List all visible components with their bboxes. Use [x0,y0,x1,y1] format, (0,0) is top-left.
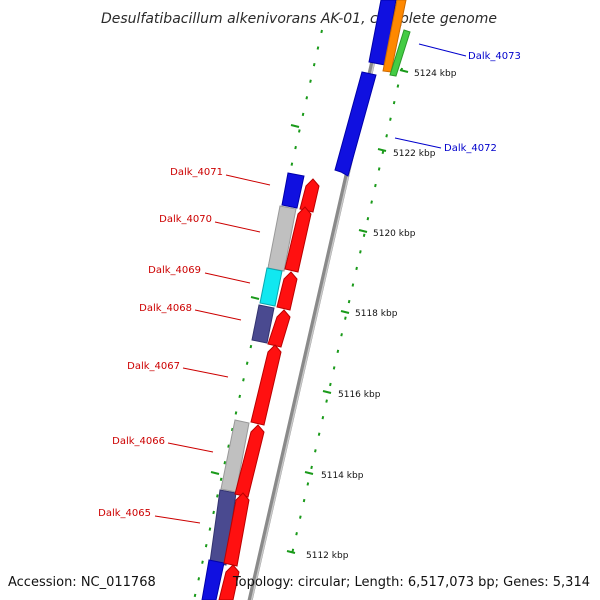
gene-red-4068[interactable] [267,309,291,348]
gene-label-dalk-4072[interactable]: Dalk_4072 [444,143,497,154]
major-tick [250,296,260,300]
gene-red-4070[interactable] [284,206,312,273]
leader-line [394,137,442,149]
major-tick [322,390,332,394]
gene-dalk-4070[interactable] [267,205,297,272]
kbp-label-5120: 5120 kbp [373,229,416,239]
leader-line [167,442,214,453]
gene-red-4067[interactable] [250,344,282,426]
gene-label-dalk-4065[interactable]: Dalk_4065 [98,508,151,519]
gene-label-dalk-4066[interactable]: Dalk_4066 [112,436,165,447]
leader-line [194,309,242,321]
gene-label-dalk-4067[interactable]: Dalk_4067 [127,361,180,372]
leader-line [154,515,201,524]
map-title: Desulfatibacillum alkenivorans AK-01, co… [101,11,497,27]
kbp-label-5112: 5112 kbp [306,551,349,561]
gene-red-4069[interactable] [276,271,298,311]
major-tick [210,471,220,475]
gene-red-bottom[interactable] [218,564,240,600]
kbp-label-5122: 5122 kbp [393,149,436,159]
gene-red-4066[interactable] [234,424,265,498]
accession-text: Accession: NC_011768 [8,575,156,590]
leader-line [214,221,261,233]
leader-line [204,272,251,284]
major-tick [304,471,314,475]
gene-label-dalk-4071[interactable]: Dalk_4071 [170,167,223,178]
leader-line [182,367,229,378]
major-tick [286,550,296,554]
gene-label-dalk-4068[interactable]: Dalk_4068 [139,303,192,314]
major-tick [340,310,350,314]
major-tick [358,229,368,233]
gene-dalk-4065-navy[interactable] [209,489,237,566]
gene-dalk-4069[interactable] [259,267,283,307]
major-tick [399,69,409,73]
kbp-label-5114: 5114 kbp [321,471,364,481]
gene-red-4065[interactable] [223,492,250,567]
kbp-label-5116: 5116 kbp [338,390,381,400]
gene-red-4071[interactable] [299,178,320,213]
gene-dalk-4071[interactable] [281,172,305,209]
major-tick [377,148,387,152]
gene-label-dalk-4070[interactable]: Dalk_4070 [159,214,212,225]
gene-label-dalk-4073[interactable]: Dalk_4073 [468,51,521,62]
kbp-label-5118: 5118 kbp [355,309,398,319]
major-tick [290,124,300,128]
leader-line [225,174,271,186]
topology-text: Topology: circular; Length: 6,517,073 bp… [232,575,590,590]
gene-green[interactable] [389,29,411,77]
gene-dalk-4072[interactable] [334,71,377,177]
kbp-label-5124: 5124 kbp [414,69,457,79]
gene-dalk-4068[interactable] [251,304,275,344]
leader-line [418,43,467,57]
gene-label-dalk-4069[interactable]: Dalk_4069 [148,265,201,276]
gene-blue-bottom[interactable] [201,559,225,600]
